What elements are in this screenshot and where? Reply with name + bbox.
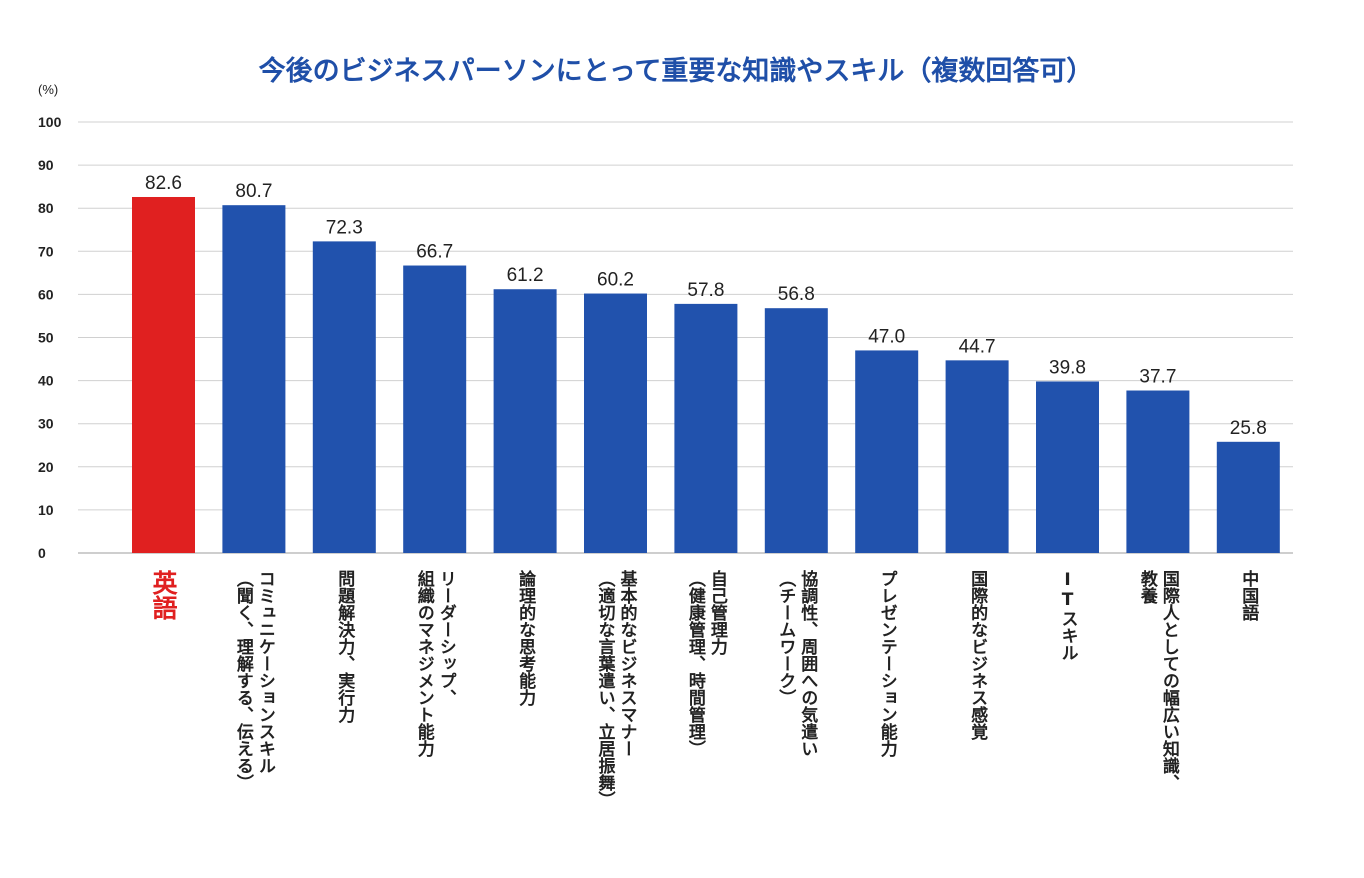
category-label: ITスキル	[1058, 570, 1079, 661]
category-label: 国際人としての幅広い知識、	[1159, 570, 1181, 791]
bar	[584, 293, 647, 553]
y-tick-label: 0	[38, 545, 46, 561]
value-label: 44.7	[959, 336, 996, 357]
bar	[764, 308, 828, 553]
bars	[132, 196, 1280, 554]
value-label: 47.0	[868, 326, 905, 347]
category-label: 中国語	[1238, 569, 1259, 622]
bar	[222, 205, 286, 554]
bar	[132, 196, 195, 553]
y-tick-label: 10	[38, 502, 54, 518]
category-label-highlight: 英語	[149, 570, 178, 620]
bar	[1036, 381, 1099, 553]
y-tick-label: 40	[38, 373, 54, 389]
bar	[493, 289, 557, 553]
y-tick-label: 90	[38, 157, 54, 173]
bar	[1126, 390, 1190, 553]
value-label: 72.3	[326, 217, 363, 238]
category-label: 組織のマネジメント能力	[414, 569, 435, 758]
category-label: 論理的な思考能力	[515, 569, 537, 707]
value-label: 60.2	[597, 270, 634, 291]
y-tick-label: 80	[38, 200, 54, 216]
category-label: 基本的なビジネスマナー	[617, 569, 639, 757]
value-labels: 82.6 80.7 72.3 66.7 61.2 60.2 57.8 56.8 47.0 44.7…	[145, 173, 1267, 439]
category-label: （適切な言葉遣い、立居振舞）	[595, 570, 617, 808]
y-axis-ticks: 0 10 20 30 40 50 60 70 80 90 100	[38, 114, 62, 561]
value-label: 56.8	[778, 284, 815, 305]
category-label: 教養	[1137, 569, 1159, 605]
value-label: 80.7	[235, 181, 272, 202]
category-label: （健康管理、時間管理）	[685, 570, 706, 757]
category-label: コミュニケーションスキル	[255, 570, 276, 774]
y-tick-label: 100	[38, 114, 62, 130]
chart-title: 今後のビジネスパーソンにとって重要な知識やスキル（複数回答可）	[259, 55, 1094, 87]
y-tick-label: 30	[38, 416, 54, 432]
category-label: 協調性、周囲への気遣い	[797, 569, 819, 757]
y-tick-label: 70	[38, 243, 54, 259]
category-label: リーダーシップ、	[436, 570, 457, 706]
value-label: 37.7	[1139, 367, 1176, 388]
category-label: （聞く、理解する、伝える）	[233, 570, 254, 791]
y-tick-label: 50	[38, 330, 54, 346]
category-label: 自己管理力	[707, 569, 728, 656]
value-label: 25.8	[1230, 418, 1267, 439]
category-label: （チームワーク）	[775, 570, 796, 706]
y-tick-label: 60	[38, 286, 54, 302]
value-label: 61.2	[507, 265, 544, 286]
category-label: 問題解決力、実行力	[334, 570, 356, 724]
value-label: 57.8	[687, 280, 724, 301]
bar	[855, 350, 919, 553]
bar	[674, 303, 738, 553]
value-label: 66.7	[416, 242, 453, 263]
value-label: 82.6	[145, 173, 182, 194]
bar	[403, 265, 467, 553]
bar	[312, 241, 376, 553]
category-labels: 英語 コミュニケーションスキル（聞く、理解する、伝える） 問題解決力、実行力 リーダー…	[149, 569, 1259, 808]
category-label: 国際的なビジネス感覚	[967, 570, 988, 741]
y-axis-unit-label: (%)	[38, 82, 58, 97]
category-label: プレゼンテーション能力	[877, 570, 898, 758]
bar	[945, 360, 1009, 553]
y-tick-label: 20	[38, 459, 54, 475]
value-label: 39.8	[1049, 357, 1086, 378]
bar	[1216, 441, 1280, 553]
